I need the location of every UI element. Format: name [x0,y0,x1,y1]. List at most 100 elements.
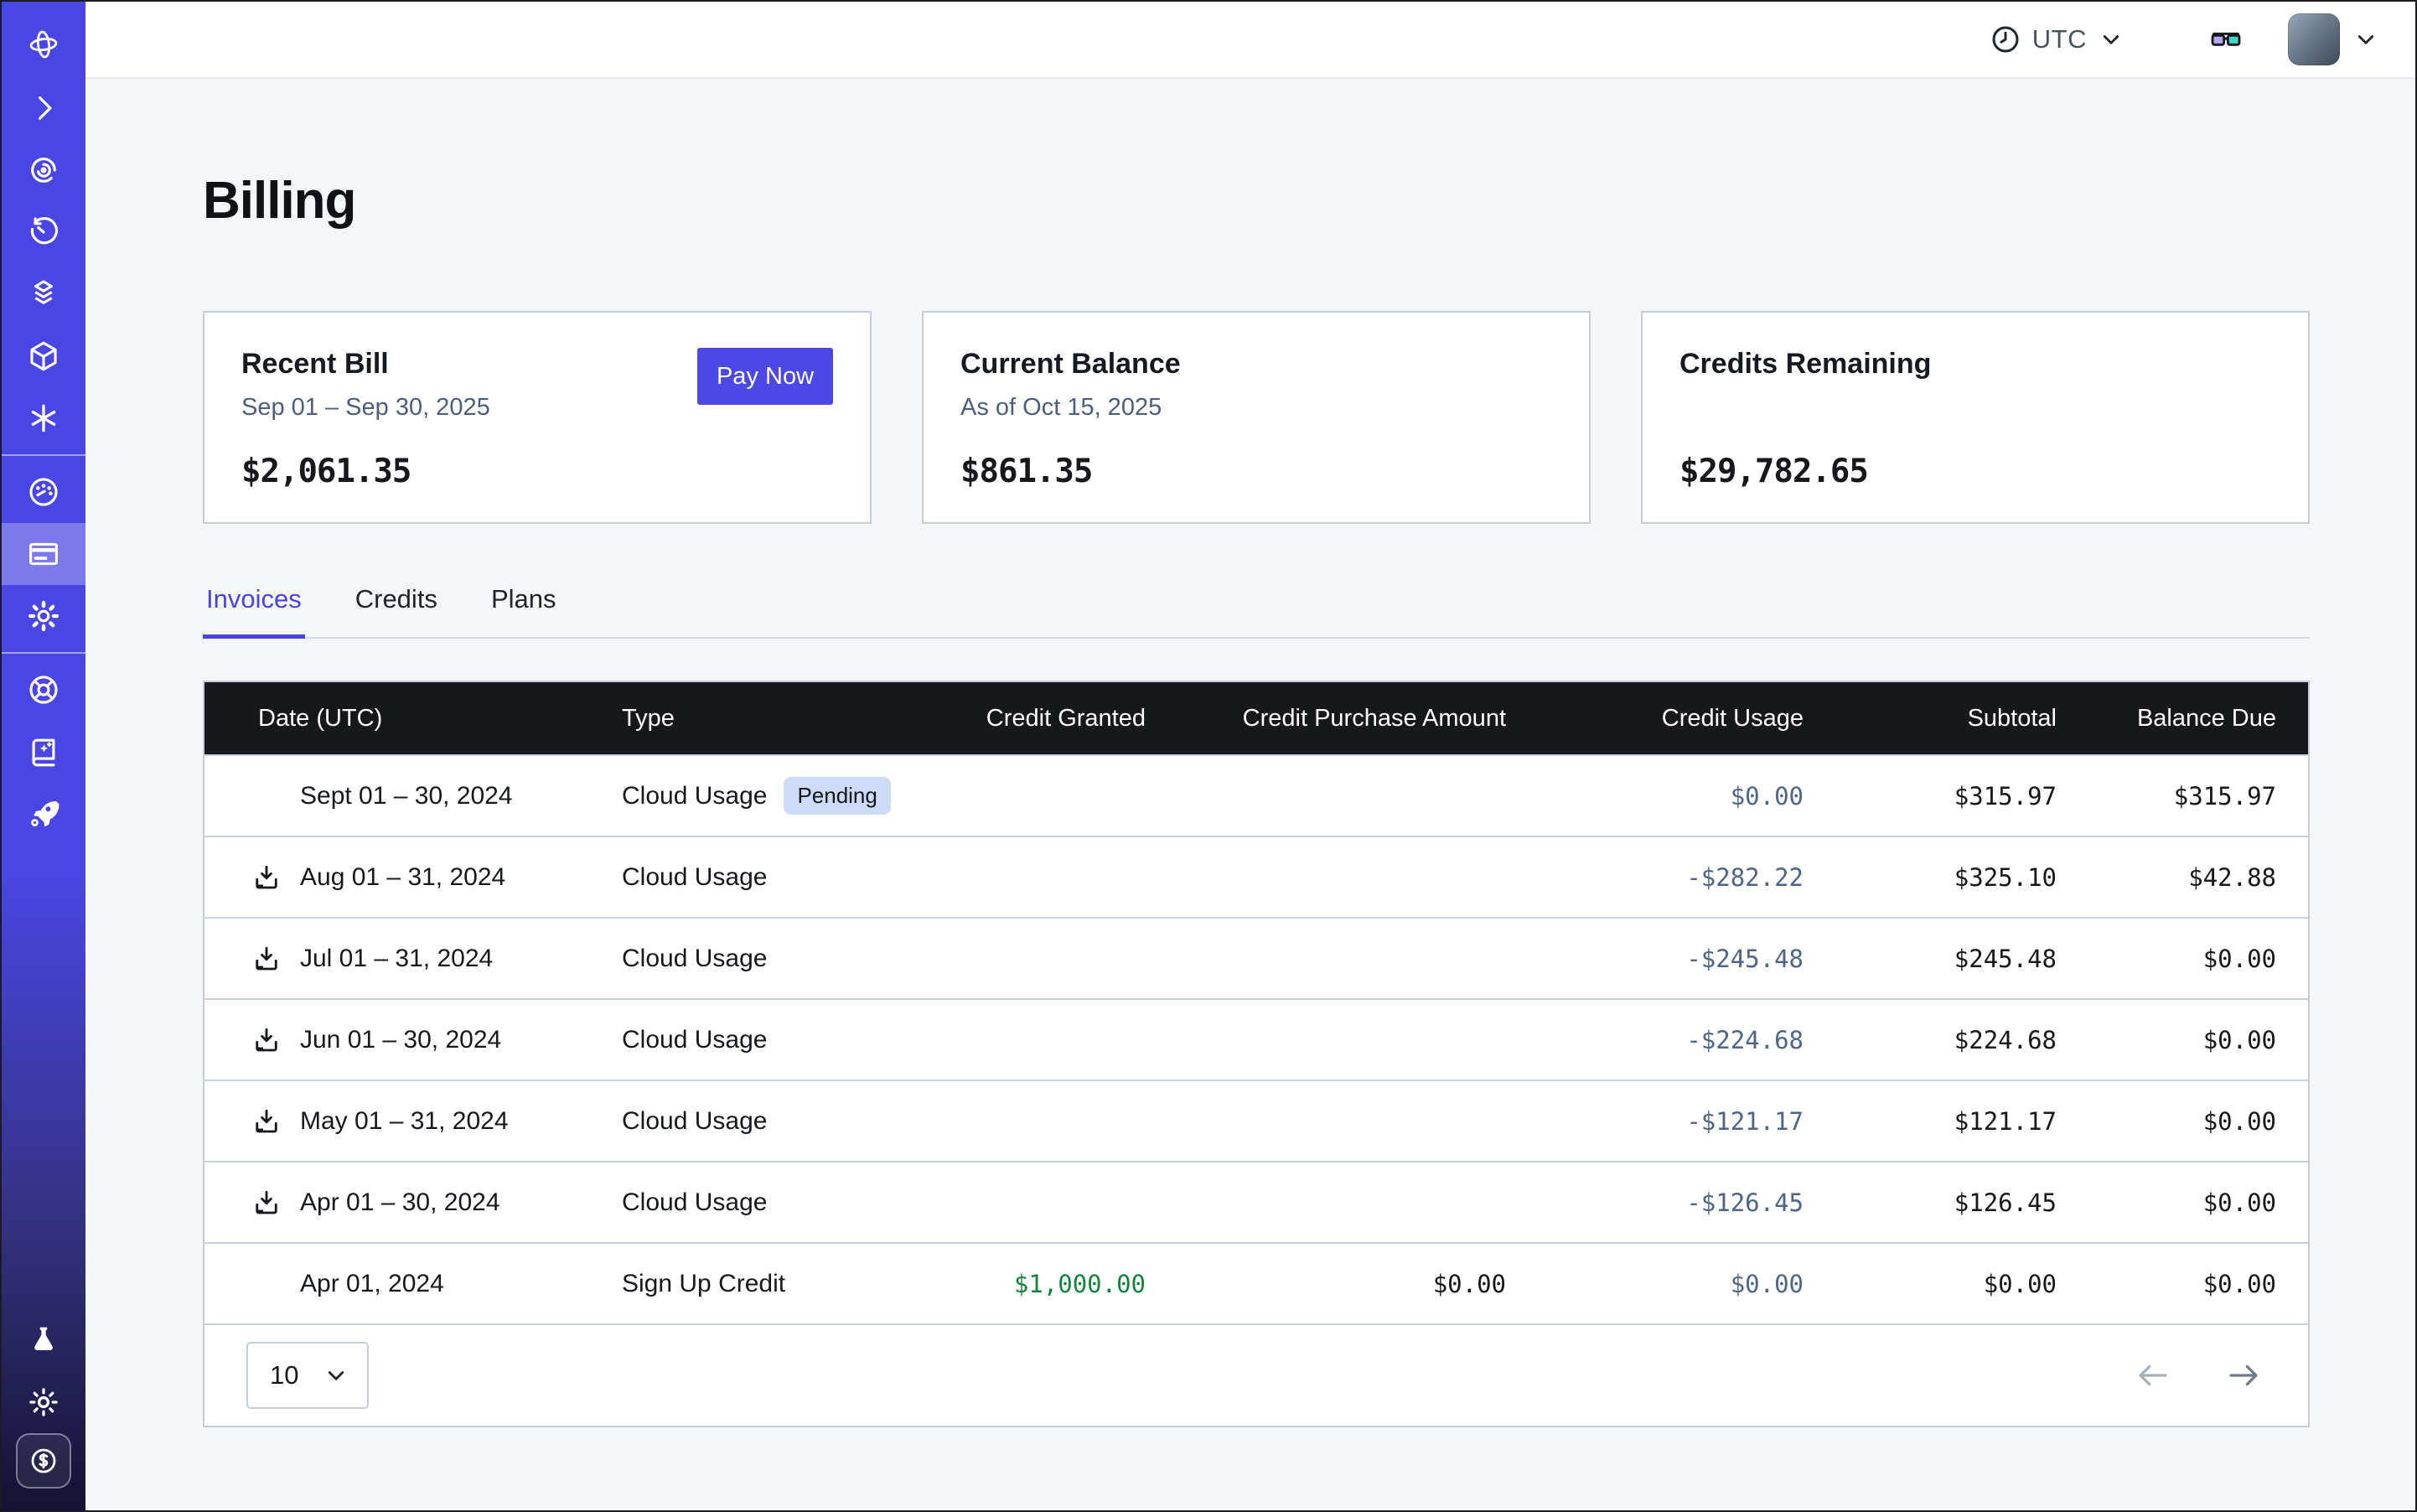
sidebar-item-billing[interactable] [2,523,85,585]
topbar: UTC [85,2,2415,79]
table-row: Apr 01, 2024 Sign Up Credit $1,000.00 $0… [204,1242,2308,1323]
clock-icon [1989,23,2022,56]
download-invoice-button[interactable] [251,1186,288,1219]
billing-page: Billing Recent Bill Sep 01 – Sep 30, 202… [85,79,2415,1510]
download-icon [251,862,282,893]
invoice-type: Cloud Usage [622,782,767,810]
logo-orbit-icon[interactable] [2,12,85,77]
avatar[interactable] [2288,13,2340,65]
tab-credits[interactable]: Credits [352,584,441,639]
download-invoice-button[interactable] [251,861,288,894]
tab-invoices[interactable]: Invoices [203,584,305,639]
invoice-type: Sign Up Credit [622,1270,785,1298]
prev-page-arrow-icon[interactable] [2135,1358,2171,1393]
summary-cards: Recent Bill Sep 01 – Sep 30, 2025 $2,061… [203,311,2310,524]
timezone-selector[interactable]: UTC [1989,23,2125,56]
balance-due: $315.97 [2057,782,2310,810]
credits-dollar-badge-button[interactable] [16,1433,71,1489]
invoice-date: Jun 01 – 30, 2024 [300,1026,501,1054]
collapse-chevron-right-icon[interactable] [2,77,85,139]
subtotal: $224.68 [1804,1026,2057,1054]
subtotal: $315.97 [1804,782,2057,810]
usage-gauge-icon[interactable] [2,461,85,523]
chevron-down-icon [2097,25,2125,54]
invoice-type: Cloud Usage [622,1107,767,1136]
layers-icon[interactable] [2,263,85,325]
table-row: Jun 01 – 30, 2024 Cloud Usage -$224.68 $… [204,998,2308,1080]
invoice-type: Cloud Usage [622,863,767,892]
labs-flask-icon[interactable] [2,1309,85,1371]
theme-sun-icon[interactable] [2,1371,85,1433]
credit-purchase: $0.00 [1146,1270,1506,1298]
col-credit-granted: Credit Granted [953,705,1146,733]
chevron-down-icon[interactable] [2352,25,2380,54]
recent-bill-card: Recent Bill Sep 01 – Sep 30, 2025 $2,061… [203,311,872,524]
docs-book-sparkle-icon[interactable] [2,721,85,783]
download-slot [251,1267,288,1301]
pay-now-button[interactable]: Pay Now [697,348,833,405]
reader-glasses-icon[interactable] [2209,23,2243,56]
sidebar-divider [2,652,85,654]
settings-gear-icon[interactable] [2,585,85,647]
observability-icon[interactable] [2,139,85,201]
table-row: May 01 – 31, 2024 Cloud Usage -$121.17 $… [204,1080,2308,1161]
card-subtitle: As of Oct 15, 2025 [960,394,1552,422]
quickstart-rocket-icon[interactable] [2,783,85,845]
subtotal: $325.10 [1804,863,2057,892]
download-icon [251,1106,282,1137]
download-invoice-button[interactable] [251,1105,288,1138]
download-icon [251,944,282,974]
subtotal: $245.48 [1804,945,2057,973]
col-type: Type [622,705,953,733]
subtotal: $121.17 [1804,1107,2057,1136]
status-badge: Pending [784,777,890,815]
cube-package-icon[interactable] [2,325,85,387]
table-row: Aug 01 – 31, 2024 Cloud Usage -$282.22 $… [204,836,2308,917]
recent-bill-amount: $2,061.35 [241,453,833,490]
next-page-arrow-icon[interactable] [2226,1358,2261,1393]
col-credit-purchase: Credit Purchase Amount [1146,705,1506,733]
balance-due: $42.88 [2057,863,2310,892]
asterisk-icon[interactable] [2,387,85,449]
credit-usage: -$224.68 [1506,1026,1804,1054]
sidebar [2,2,85,1510]
invoice-type: Cloud Usage [622,1026,767,1054]
table-footer: 10 [204,1323,2308,1426]
credits-remaining-amount: $29,782.65 [1679,453,2271,490]
table-header: Date (UTC) Type Credit Granted Credit Pu… [204,682,2308,754]
page-size-select[interactable]: 10 [246,1342,369,1409]
history-timer-icon[interactable] [2,201,85,263]
invoices-table: Date (UTC) Type Credit Granted Credit Pu… [203,681,2310,1427]
balance-due: $0.00 [2057,1107,2310,1136]
balance-due: $0.00 [2057,1270,2310,1298]
invoice-date: Aug 01 – 31, 2024 [300,863,505,892]
billing-app-window: UTC Billing Recent Bill Sep 01 – [0,0,2417,1512]
invoice-date: Apr 01 – 30, 2024 [300,1188,500,1217]
card-title: Credits Remaining [1679,348,2271,381]
download-icon [251,1188,282,1218]
dollar-badge-icon [27,1444,60,1478]
invoice-date: Jul 01 – 31, 2024 [300,945,493,973]
table-row: Sept 01 – 30, 2024 Cloud UsagePending $0… [204,754,2308,836]
col-subtotal: Subtotal [1804,705,2057,733]
credit-usage: $0.00 [1506,782,1804,810]
download-invoice-button[interactable] [251,1023,288,1057]
credit-granted: $1,000.00 [953,1270,1146,1298]
tab-plans[interactable]: Plans [488,584,560,639]
credit-usage: -$126.45 [1506,1188,1804,1217]
credit-usage: $0.00 [1506,1270,1804,1298]
invoice-date: May 01 – 31, 2024 [300,1107,509,1136]
col-balance-due: Balance Due [2057,705,2310,733]
billing-card-icon [26,536,61,572]
credit-usage: -$121.17 [1506,1107,1804,1136]
download-invoice-button[interactable] [251,942,288,976]
credit-usage: -$282.22 [1506,863,1804,892]
invoice-type: Cloud Usage [622,1188,767,1217]
credits-remaining-card: Credits Remaining $29,782.65 [1641,311,2310,524]
subtotal: $126.45 [1804,1188,2057,1217]
main-area: UTC Billing Recent Bill Sep 01 – [85,2,2415,1510]
support-lifebuoy-icon[interactable] [2,659,85,721]
col-credit-usage: Credit Usage [1506,705,1804,733]
sidebar-divider [2,454,85,456]
download-slot [251,779,288,813]
